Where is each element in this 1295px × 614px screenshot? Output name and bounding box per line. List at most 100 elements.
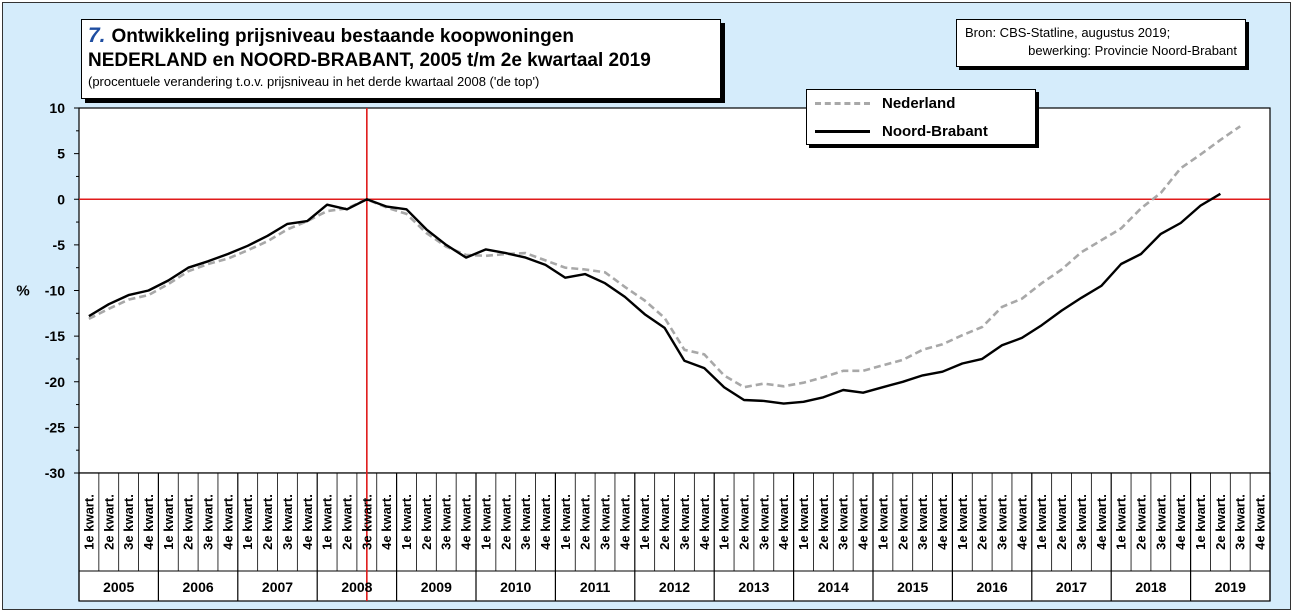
legend-label-nederland: Nederland — [882, 94, 956, 112]
quarter-label: 3e kwart. — [756, 494, 771, 550]
source-box: Bron: CBS-Statline, augustus 2019; bewer… — [956, 19, 1246, 67]
quarter-label: 4e kwart. — [379, 494, 394, 550]
quarter-label: 3e kwart. — [121, 494, 136, 550]
quarter-label: 4e kwart. — [617, 494, 632, 550]
y-tick-label: -30 — [45, 465, 65, 481]
quarter-label: 1e kwart. — [81, 494, 96, 550]
year-label: 2015 — [897, 579, 928, 595]
y-axis-label: % — [16, 283, 29, 300]
chart-title: Ontwikkeling prijsniveau bestaande koopw… — [111, 26, 574, 47]
year-label: 2007 — [262, 579, 293, 595]
y-tick-label: -5 — [53, 237, 66, 253]
quarter-label: 3e kwart. — [1233, 494, 1248, 550]
quarter-label: 2e kwart. — [1133, 494, 1148, 550]
quarter-label: 2e kwart. — [1213, 494, 1228, 550]
quarter-label: 2e kwart. — [1054, 494, 1069, 550]
quarter-label: 4e kwart. — [300, 494, 315, 550]
year-label: 2008 — [341, 579, 372, 595]
y-tick-label: -25 — [45, 419, 65, 435]
quarter-label: 3e kwart. — [836, 494, 851, 550]
quarter-label: 1e kwart. — [955, 494, 970, 550]
year-label: 2016 — [977, 579, 1008, 595]
line-chart: 10 5 0 -5 -10 -15 -20 -25 -30% 1e kwart. 2e kwart.… — [16, 100, 1271, 602]
quarter-label: 3e kwart. — [1153, 494, 1168, 550]
quarter-label: 1e kwart. — [637, 494, 652, 550]
quarter-label: 4e kwart. — [935, 494, 950, 550]
quarter-label: 2e kwart. — [260, 494, 275, 550]
y-tick-label: 0 — [57, 191, 65, 207]
legend: Nederland Noord-Brabant — [806, 89, 1036, 145]
source-line2: bewerking: Provincie Noord-Brabant — [1028, 43, 1237, 58]
year-label: 2018 — [1135, 579, 1166, 595]
quarter-label: 1e kwart. — [240, 494, 255, 550]
quarter-label: 2e kwart. — [498, 494, 513, 550]
quarter-label: 4e kwart. — [1014, 494, 1029, 550]
year-label: 2019 — [1215, 579, 1246, 595]
quarter-label: 2e kwart. — [101, 494, 116, 550]
quarter-label: 1e kwart. — [1193, 494, 1208, 550]
year-label: 2017 — [1056, 579, 1087, 595]
quarter-label: 2e kwart. — [895, 494, 910, 550]
series-line-nederland — [88, 125, 1241, 389]
y-tick-label: 5 — [57, 146, 65, 162]
quarter-label: 3e kwart. — [439, 494, 454, 550]
quarter-label: 1e kwart. — [478, 494, 493, 550]
quarter-label: 3e kwart. — [677, 494, 692, 550]
quarter-label: 4e kwart. — [1253, 494, 1268, 550]
chart-number: 7. — [88, 24, 106, 47]
chart-title-box: 7. Ontwikkeling prijsniveau bestaande koo… — [81, 19, 721, 99]
chart-title-line2: NEDERLAND en NOORD-BRABANT, 2005 t/m 2e … — [88, 50, 651, 71]
legend-item-noord-brabant: Noord-Brabant — [815, 121, 988, 141]
quarter-label: 3e kwart. — [598, 494, 613, 550]
year-label: 2012 — [659, 579, 690, 595]
quarter-label: 1e kwart. — [875, 494, 890, 550]
year-label: 2011 — [580, 579, 611, 595]
y-tick-label: 10 — [49, 100, 65, 116]
quarter-label: 1e kwart. — [558, 494, 573, 550]
quarter-label: 3e kwart. — [915, 494, 930, 550]
quarter-label: 3e kwart. — [995, 494, 1010, 550]
legend-swatch-noord-brabant — [815, 129, 870, 133]
quarter-label: 4e kwart. — [459, 494, 474, 550]
year-label: 2013 — [738, 579, 769, 595]
quarter-label: 4e kwart. — [220, 494, 235, 550]
quarter-label: 4e kwart. — [697, 494, 712, 550]
quarter-label: 1e kwart. — [796, 494, 811, 550]
quarter-label: 2e kwart. — [657, 494, 672, 550]
chart-subtitle: (procentuele verandering t.o.v. prijsniv… — [88, 74, 540, 89]
quarter-label: 1e kwart. — [1034, 494, 1049, 550]
source-line1: Bron: CBS-Statline, augustus 2019; — [965, 25, 1171, 40]
quarter-label: 1e kwart. — [320, 494, 335, 550]
quarter-label: 3e kwart. — [201, 494, 216, 550]
quarter-label: 3e kwart. — [280, 494, 295, 550]
series-line-noord-brabant — [88, 192, 1222, 405]
year-label: 2009 — [421, 579, 452, 595]
quarter-label: 1e kwart. — [717, 494, 732, 550]
quarter-label: 4e kwart. — [1173, 494, 1188, 550]
quarter-label: 3e kwart. — [518, 494, 533, 550]
quarter-label: 3e kwart. — [1074, 494, 1089, 550]
quarter-label: 2e kwart. — [975, 494, 990, 550]
year-label: 2010 — [500, 579, 531, 595]
plot-area — [78, 107, 1271, 474]
legend-item-nederland: Nederland — [815, 93, 955, 113]
year-label: 2006 — [183, 579, 214, 595]
y-tick-label: -10 — [45, 283, 65, 299]
quarter-label: 2e kwart. — [339, 494, 354, 550]
quarter-label: 1e kwart. — [1114, 494, 1129, 550]
year-label: 2014 — [818, 579, 849, 595]
quarter-label: 3e kwart. — [359, 494, 374, 550]
quarter-label: 4e kwart. — [776, 494, 791, 550]
quarter-label: 2e kwart. — [419, 494, 434, 550]
y-tick-label: -20 — [45, 374, 65, 390]
legend-swatch-nederland — [815, 101, 870, 105]
y-tick-label: -15 — [45, 328, 65, 344]
quarter-label: 1e kwart. — [399, 494, 414, 550]
quarter-label: 4e kwart. — [538, 494, 553, 550]
quarter-label: 1e kwart. — [161, 494, 176, 550]
year-label: 2005 — [103, 579, 134, 595]
quarter-label: 2e kwart. — [181, 494, 196, 550]
quarter-label: 4e kwart. — [1094, 494, 1109, 550]
quarter-label: 2e kwart. — [578, 494, 593, 550]
